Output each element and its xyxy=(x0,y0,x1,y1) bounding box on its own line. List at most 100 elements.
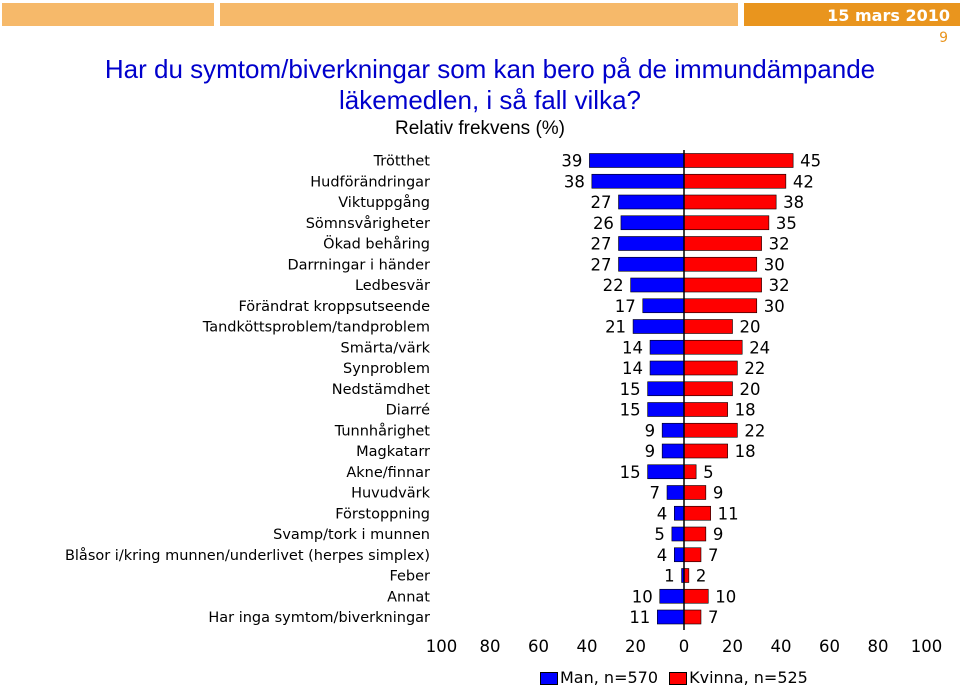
category-label: Ledbesvär xyxy=(355,278,430,294)
x-tick-label: 20 xyxy=(625,637,646,656)
bar-kvinna xyxy=(683,173,787,189)
bar-kvinna xyxy=(683,402,728,417)
category-label: Förstoppning xyxy=(335,506,430,522)
data-label-kvinna: 7 xyxy=(708,546,719,565)
category-label: Har inga symtom/biverkningar xyxy=(208,610,430,626)
bar-kvinna xyxy=(683,588,709,604)
bar-man xyxy=(673,505,685,521)
data-label-kvinna: 22 xyxy=(744,359,765,378)
legend-label-kvinna: Kvinna, n=525 xyxy=(689,668,808,687)
bar-man xyxy=(649,339,685,355)
data-label-man: 1 xyxy=(664,567,675,586)
bar-man xyxy=(673,547,685,563)
bar-kvinna xyxy=(683,505,711,521)
bar-kvinna xyxy=(683,298,758,314)
chart-title: Har du symtom/biverkningar som kan bero … xyxy=(104,54,876,115)
category-label: Diarré xyxy=(386,403,430,419)
data-label-kvinna: 18 xyxy=(735,401,756,420)
category-label: Hudförändringar xyxy=(310,174,430,190)
bar-man xyxy=(630,277,685,293)
bar-kvinna xyxy=(683,526,707,542)
category-label: Ökad behåring xyxy=(323,235,430,253)
category-label: Huvudvärk xyxy=(351,486,430,502)
bar-man xyxy=(647,464,685,480)
category-label: Feber xyxy=(389,569,430,585)
bar-man xyxy=(632,319,685,334)
data-label-kvinna: 30 xyxy=(764,297,785,316)
data-label-man: 9 xyxy=(645,421,656,440)
data-label-man: 26 xyxy=(593,214,614,233)
chart-subtitle: Relativ frekvens (%) xyxy=(395,118,565,139)
data-label-kvinna: 38 xyxy=(783,193,804,212)
category-label: Blåsor i/kring munnen/underlivet (herpes… xyxy=(65,547,430,564)
bar-kvinna xyxy=(683,339,743,355)
data-label-kvinna: 11 xyxy=(718,504,739,523)
bar-man xyxy=(657,609,685,625)
bar-kvinna xyxy=(683,381,733,397)
data-label-kvinna: 9 xyxy=(713,525,724,544)
bar-kvinna xyxy=(683,547,702,563)
category-label: Tandköttsproblem/tandproblem xyxy=(202,320,430,336)
bar-man xyxy=(618,194,685,210)
bar-man xyxy=(661,422,685,438)
category-label: Smärta/värk xyxy=(341,340,431,356)
data-label-man: 15 xyxy=(620,463,641,482)
bar-kvinna xyxy=(683,422,738,438)
data-label-man: 5 xyxy=(654,525,665,544)
category-label: Synproblem xyxy=(343,361,430,377)
legend-swatch-man xyxy=(540,672,558,685)
bar-kvinna xyxy=(683,485,707,500)
data-label-man: 27 xyxy=(591,193,612,212)
data-label-man: 17 xyxy=(615,297,636,316)
category-label: Nedstämdhet xyxy=(332,382,431,398)
bar-man xyxy=(647,381,685,397)
x-tick-label: 40 xyxy=(771,637,792,656)
x-tick-label: 100 xyxy=(426,637,458,656)
bar-man xyxy=(642,298,685,314)
legend-item-kvinna: Kvinna, n=525 xyxy=(669,668,808,687)
slide-number: 9 xyxy=(939,30,948,46)
category-label: Trötthet xyxy=(373,154,431,170)
data-label-kvinna: 45 xyxy=(800,152,821,171)
category-label: Magkatarr xyxy=(356,444,430,460)
data-label-man: 15 xyxy=(620,380,641,399)
data-label-kvinna: 22 xyxy=(744,421,765,440)
bar-man xyxy=(649,360,685,376)
bar-man xyxy=(647,402,685,417)
header-date: 15 mars 2010 xyxy=(827,6,950,25)
data-label-kvinna: 24 xyxy=(749,338,770,357)
category-label: Viktuppgång xyxy=(338,194,430,211)
data-label-man: 27 xyxy=(591,235,612,254)
header-band-left xyxy=(2,3,214,26)
bar-kvinna xyxy=(683,319,733,334)
header-band-right xyxy=(744,3,960,26)
legend-item-man: Man, n=570 xyxy=(540,668,658,687)
data-label-man: 14 xyxy=(622,359,643,378)
category-label: Annat xyxy=(387,589,430,605)
x-tick-label: 100 xyxy=(911,637,943,656)
data-label-man: 22 xyxy=(603,276,624,295)
data-label-man: 11 xyxy=(629,608,650,627)
bar-kvinna xyxy=(683,256,758,272)
data-label-man: 10 xyxy=(632,587,653,606)
bar-kvinna xyxy=(683,464,697,480)
bar-kvinna xyxy=(683,443,728,459)
x-tick-label: 80 xyxy=(868,637,889,656)
x-tick-label: 40 xyxy=(577,637,598,656)
data-label-kvinna: 35 xyxy=(776,214,797,233)
bar-man xyxy=(589,153,685,168)
category-label: Akne/finnar xyxy=(346,465,430,481)
bar-kvinna xyxy=(683,277,762,293)
data-label-kvinna: 42 xyxy=(793,172,814,191)
data-label-man: 15 xyxy=(620,401,641,420)
data-label-man: 14 xyxy=(622,338,643,357)
bar-man xyxy=(591,173,685,189)
bar-kvinna xyxy=(683,153,794,168)
category-label: Tunnhårighet xyxy=(334,422,431,439)
legend-swatch-kvinna xyxy=(669,672,688,685)
x-tick-label: 80 xyxy=(480,637,501,656)
data-label-man: 39 xyxy=(561,152,582,171)
data-label-man: 9 xyxy=(645,442,656,461)
data-label-man: 21 xyxy=(605,318,626,337)
